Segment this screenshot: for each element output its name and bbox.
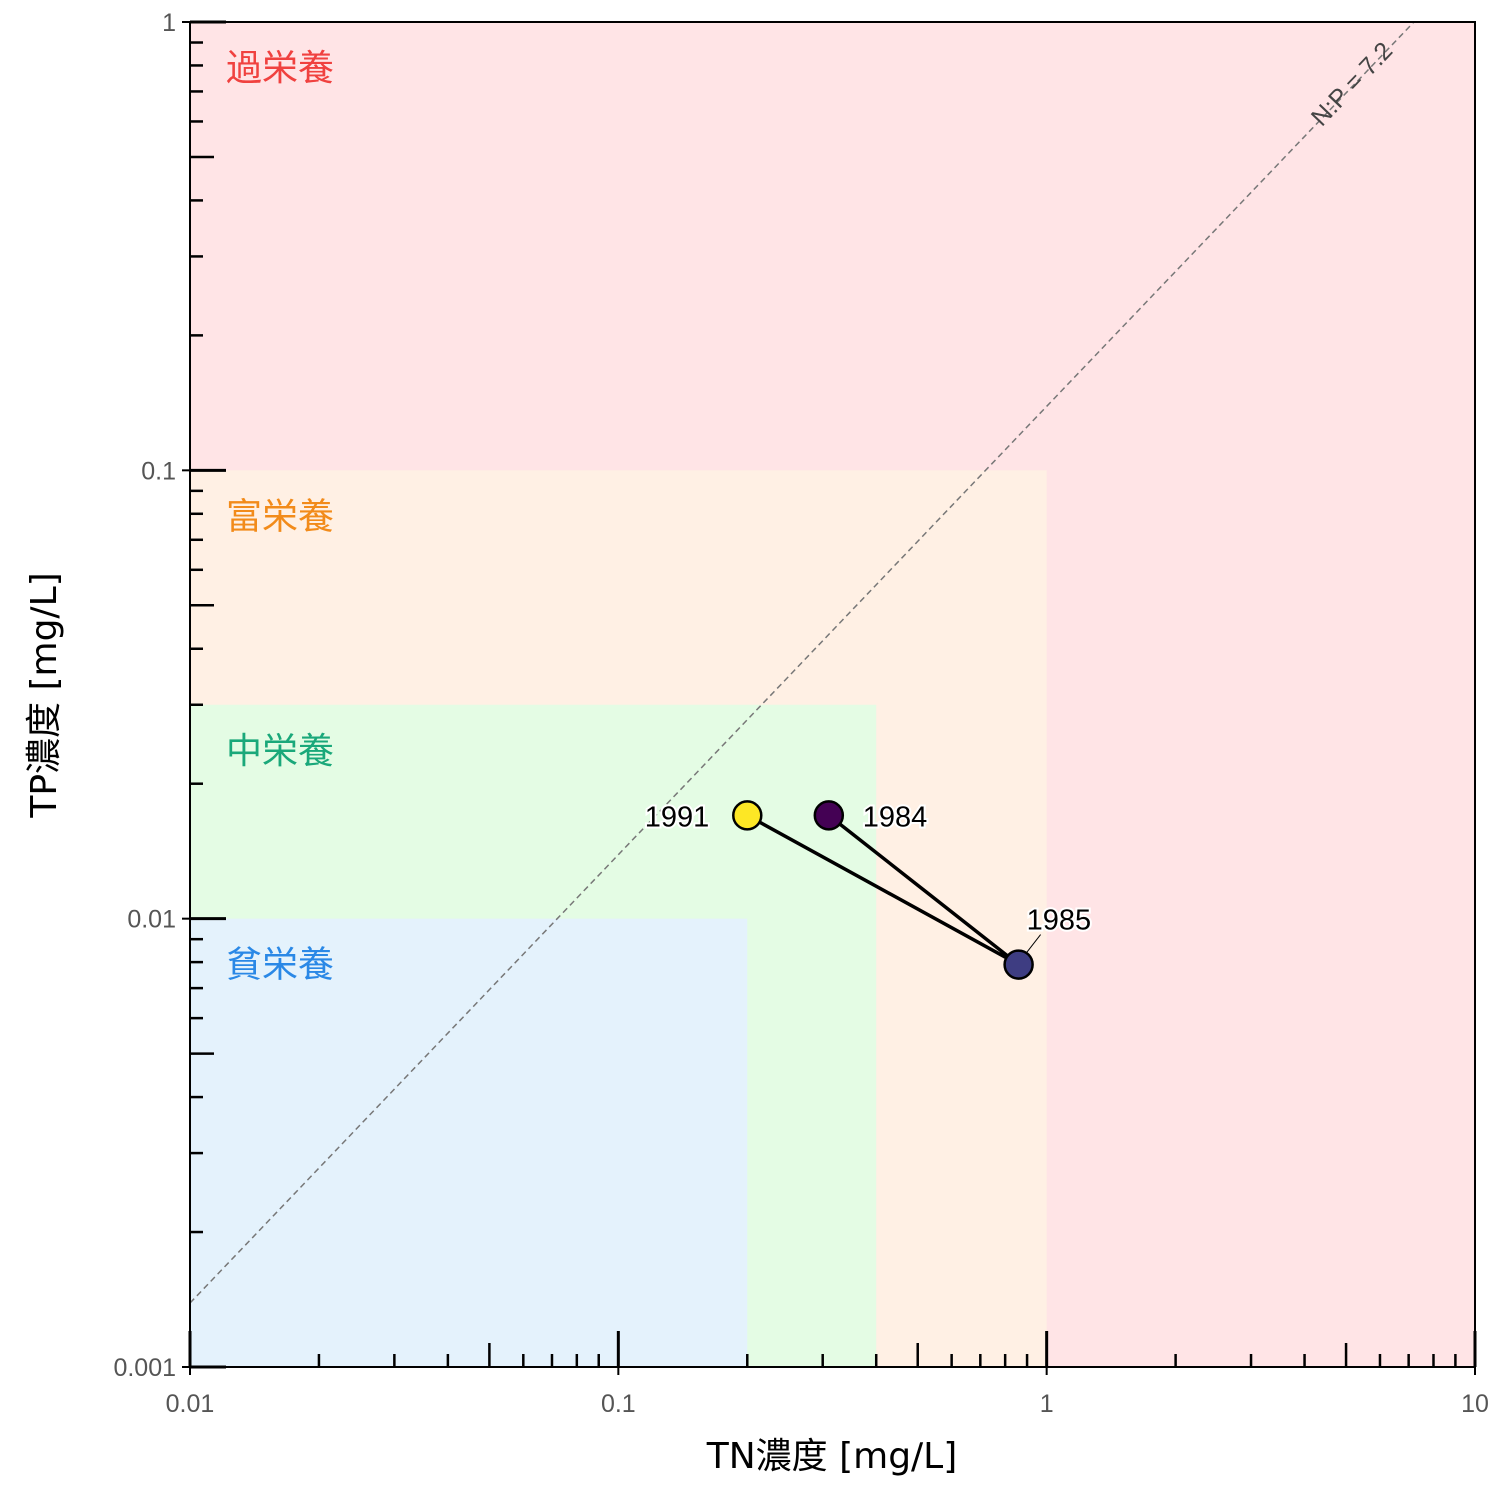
point-1984 bbox=[813, 800, 845, 831]
point-label-leader bbox=[1026, 934, 1042, 953]
x-tick-label: 0.1 bbox=[601, 1390, 636, 1418]
point-label-1984: 1984 bbox=[863, 801, 928, 833]
zone-oligotrophic bbox=[190, 918, 748, 1367]
point-label-1985: 1985 bbox=[1027, 905, 1092, 937]
points-layer bbox=[732, 800, 1034, 980]
y-tick-label: 0.001 bbox=[113, 1354, 176, 1382]
zone-oligotrophic-label: 貧栄養 bbox=[226, 945, 334, 986]
y-tick-label: 0.1 bbox=[141, 457, 176, 485]
zone-eutrophic-label: 富栄養 bbox=[226, 496, 334, 537]
zone-hypereutrophic-label: 過栄養 bbox=[226, 48, 334, 89]
point-labels-layer: 1984 1985 1991 bbox=[643, 799, 1093, 953]
x-axis-title: TN濃度 [mg/L] bbox=[706, 1436, 958, 1477]
zone-mesotrophic-label: 中栄養 bbox=[226, 731, 334, 772]
ratio-line bbox=[189, 21, 1415, 1304]
y-tick-label: 1 bbox=[162, 9, 176, 37]
point-1991 bbox=[732, 800, 763, 831]
y-axis-title: TP濃度 [mg/L] bbox=[24, 572, 65, 818]
x-tick-label: 0.01 bbox=[166, 1390, 215, 1418]
axes-layer: 0.01 0.1 1 10 0.001 0.01 0.1 1 bbox=[113, 9, 1488, 1418]
plot-frame bbox=[189, 21, 1476, 1368]
point-label-1991: 1991 bbox=[645, 801, 710, 833]
x-tick-label: 1 bbox=[1040, 1390, 1054, 1418]
y-tick-label: 0.01 bbox=[127, 906, 176, 934]
point-1985 bbox=[1003, 949, 1034, 980]
x-tick-label: 10 bbox=[1461, 1390, 1489, 1418]
